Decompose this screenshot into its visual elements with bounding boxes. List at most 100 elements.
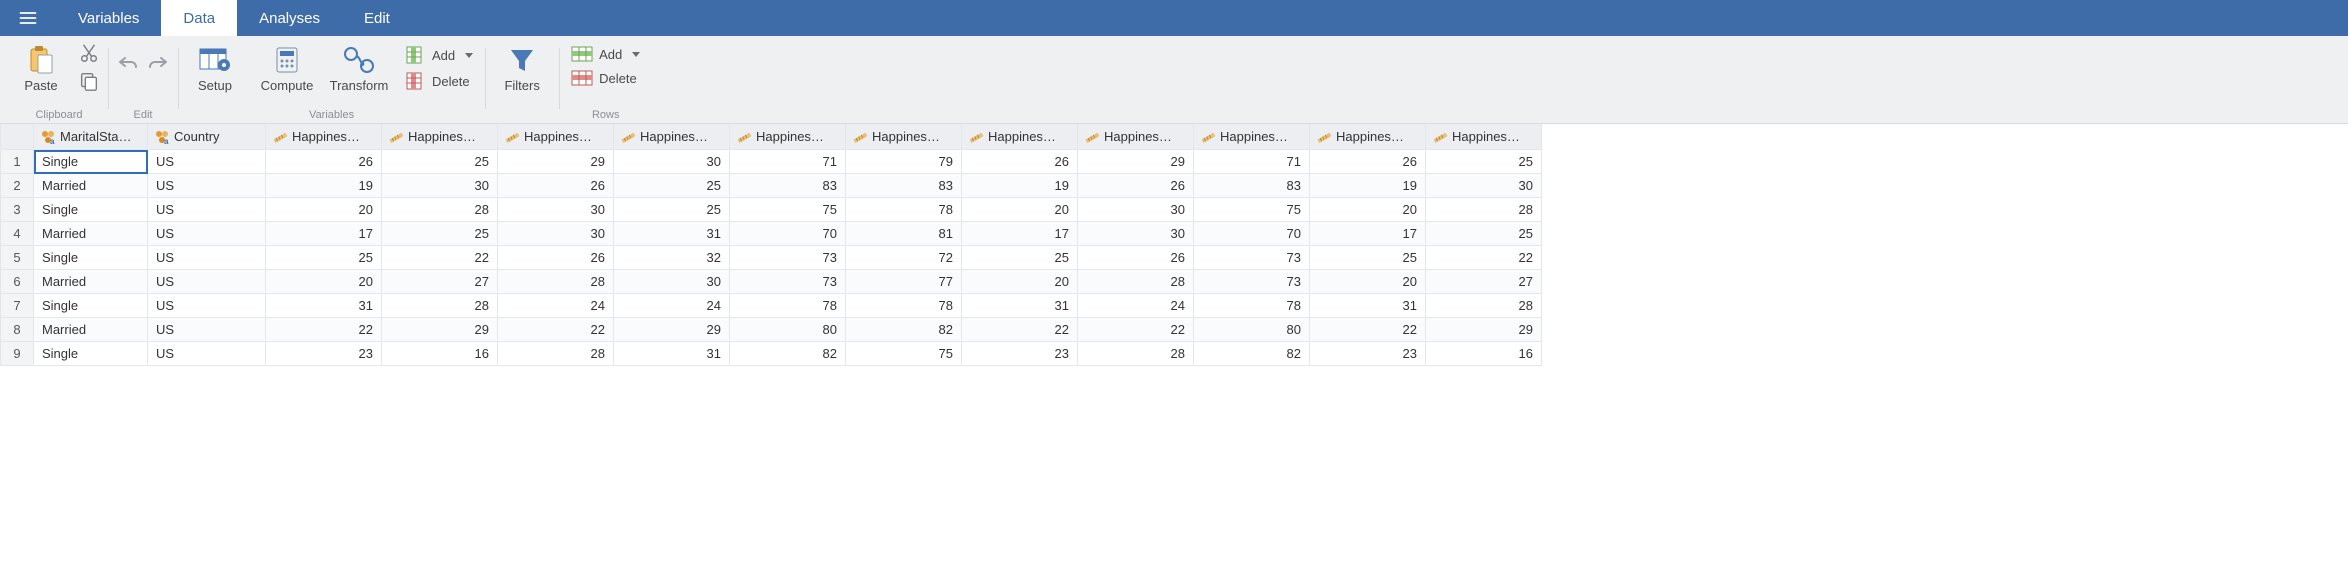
menu-tab-edit[interactable]: Edit: [342, 0, 412, 36]
data-cell[interactable]: 31: [962, 294, 1078, 318]
data-cell[interactable]: 25: [614, 198, 730, 222]
data-cell[interactable]: 71: [730, 150, 846, 174]
data-cell[interactable]: 83: [730, 174, 846, 198]
data-cell[interactable]: 28: [382, 294, 498, 318]
menu-tab-data[interactable]: Data: [161, 0, 237, 36]
data-cell[interactable]: 75: [1194, 198, 1310, 222]
data-cell[interactable]: 31: [1310, 294, 1426, 318]
data-cell[interactable]: US: [148, 318, 266, 342]
data-cell[interactable]: 31: [614, 342, 730, 366]
data-cell[interactable]: 79: [846, 150, 962, 174]
data-cell[interactable]: 25: [266, 246, 382, 270]
data-cell[interactable]: 24: [614, 294, 730, 318]
data-cell[interactable]: 20: [962, 270, 1078, 294]
data-cell[interactable]: 30: [1078, 222, 1194, 246]
data-cell[interactable]: 70: [1194, 222, 1310, 246]
column-header[interactable]: aCountry: [148, 124, 266, 150]
column-header[interactable]: Happines…: [266, 124, 382, 150]
data-cell[interactable]: 30: [614, 150, 730, 174]
data-cell[interactable]: 73: [1194, 246, 1310, 270]
data-cell[interactable]: 27: [1426, 270, 1542, 294]
row-number[interactable]: 3: [0, 198, 34, 222]
rows-add-button[interactable]: Add: [567, 44, 644, 64]
data-cell[interactable]: US: [148, 342, 266, 366]
data-cell[interactable]: 73: [730, 270, 846, 294]
data-cell[interactable]: 26: [1078, 174, 1194, 198]
data-cell[interactable]: 22: [962, 318, 1078, 342]
data-cell[interactable]: 26: [498, 174, 614, 198]
data-cell[interactable]: 82: [1194, 342, 1310, 366]
data-cell[interactable]: 20: [266, 270, 382, 294]
data-cell[interactable]: 28: [1078, 342, 1194, 366]
data-cell[interactable]: US: [148, 198, 266, 222]
data-cell[interactable]: 78: [846, 198, 962, 222]
data-cell[interactable]: 20: [962, 198, 1078, 222]
setup-button[interactable]: Setup: [186, 40, 244, 93]
row-number[interactable]: 8: [0, 318, 34, 342]
row-number[interactable]: 5: [0, 246, 34, 270]
data-cell[interactable]: 29: [382, 318, 498, 342]
column-header[interactable]: Happines…: [1426, 124, 1542, 150]
data-cell[interactable]: US: [148, 270, 266, 294]
data-cell[interactable]: 16: [382, 342, 498, 366]
data-cell[interactable]: 20: [1310, 198, 1426, 222]
data-cell[interactable]: 23: [1310, 342, 1426, 366]
data-cell[interactable]: 29: [614, 318, 730, 342]
data-cell[interactable]: 25: [1426, 222, 1542, 246]
data-cell[interactable]: 26: [498, 246, 614, 270]
column-header[interactable]: Happines…: [962, 124, 1078, 150]
data-cell[interactable]: 22: [382, 246, 498, 270]
data-cell[interactable]: 30: [498, 222, 614, 246]
data-cell[interactable]: 28: [382, 198, 498, 222]
row-number[interactable]: 4: [0, 222, 34, 246]
data-cell[interactable]: 27: [382, 270, 498, 294]
data-cell[interactable]: 25: [382, 222, 498, 246]
data-cell[interactable]: Married: [34, 318, 148, 342]
data-cell[interactable]: 23: [266, 342, 382, 366]
data-cell[interactable]: 70: [730, 222, 846, 246]
paste-button[interactable]: Paste: [18, 40, 64, 93]
column-header[interactable]: aMaritalSta…: [34, 124, 148, 150]
data-cell[interactable]: 30: [1426, 174, 1542, 198]
data-cell[interactable]: Single: [34, 150, 148, 174]
variables-add-button[interactable]: Add: [402, 44, 477, 66]
data-cell[interactable]: US: [148, 174, 266, 198]
column-header[interactable]: Happines…: [1194, 124, 1310, 150]
data-cell[interactable]: 29: [1078, 150, 1194, 174]
data-cell[interactable]: 28: [498, 342, 614, 366]
copy-icon[interactable]: [78, 70, 100, 92]
data-cell[interactable]: 72: [846, 246, 962, 270]
data-cell[interactable]: 25: [1426, 150, 1542, 174]
data-cell[interactable]: 20: [1310, 270, 1426, 294]
data-cell[interactable]: 31: [614, 222, 730, 246]
data-cell[interactable]: 81: [846, 222, 962, 246]
data-cell[interactable]: 16: [1426, 342, 1542, 366]
data-cell[interactable]: 30: [498, 198, 614, 222]
data-cell[interactable]: 73: [730, 246, 846, 270]
data-cell[interactable]: 26: [962, 150, 1078, 174]
data-cell[interactable]: 82: [730, 342, 846, 366]
data-cell[interactable]: 78: [1194, 294, 1310, 318]
data-cell[interactable]: 17: [266, 222, 382, 246]
row-number[interactable]: 2: [0, 174, 34, 198]
data-cell[interactable]: 25: [1310, 246, 1426, 270]
data-cell[interactable]: 19: [962, 174, 1078, 198]
filters-button[interactable]: Filters: [493, 40, 551, 93]
data-cell[interactable]: Married: [34, 270, 148, 294]
column-header[interactable]: Happines…: [1310, 124, 1426, 150]
data-cell[interactable]: 28: [498, 270, 614, 294]
column-header[interactable]: Happines…: [730, 124, 846, 150]
column-header[interactable]: Happines…: [382, 124, 498, 150]
data-cell[interactable]: 22: [1426, 246, 1542, 270]
data-cell[interactable]: Married: [34, 174, 148, 198]
data-cell[interactable]: 83: [846, 174, 962, 198]
compute-button[interactable]: Compute: [258, 40, 316, 93]
data-cell[interactable]: Single: [34, 246, 148, 270]
undo-icon[interactable]: [116, 50, 140, 74]
data-cell[interactable]: 28: [1426, 294, 1542, 318]
data-cell[interactable]: 28: [1078, 270, 1194, 294]
data-cell[interactable]: 31: [266, 294, 382, 318]
data-cell[interactable]: 73: [1194, 270, 1310, 294]
data-cell[interactable]: 71: [1194, 150, 1310, 174]
data-cell[interactable]: 75: [846, 342, 962, 366]
